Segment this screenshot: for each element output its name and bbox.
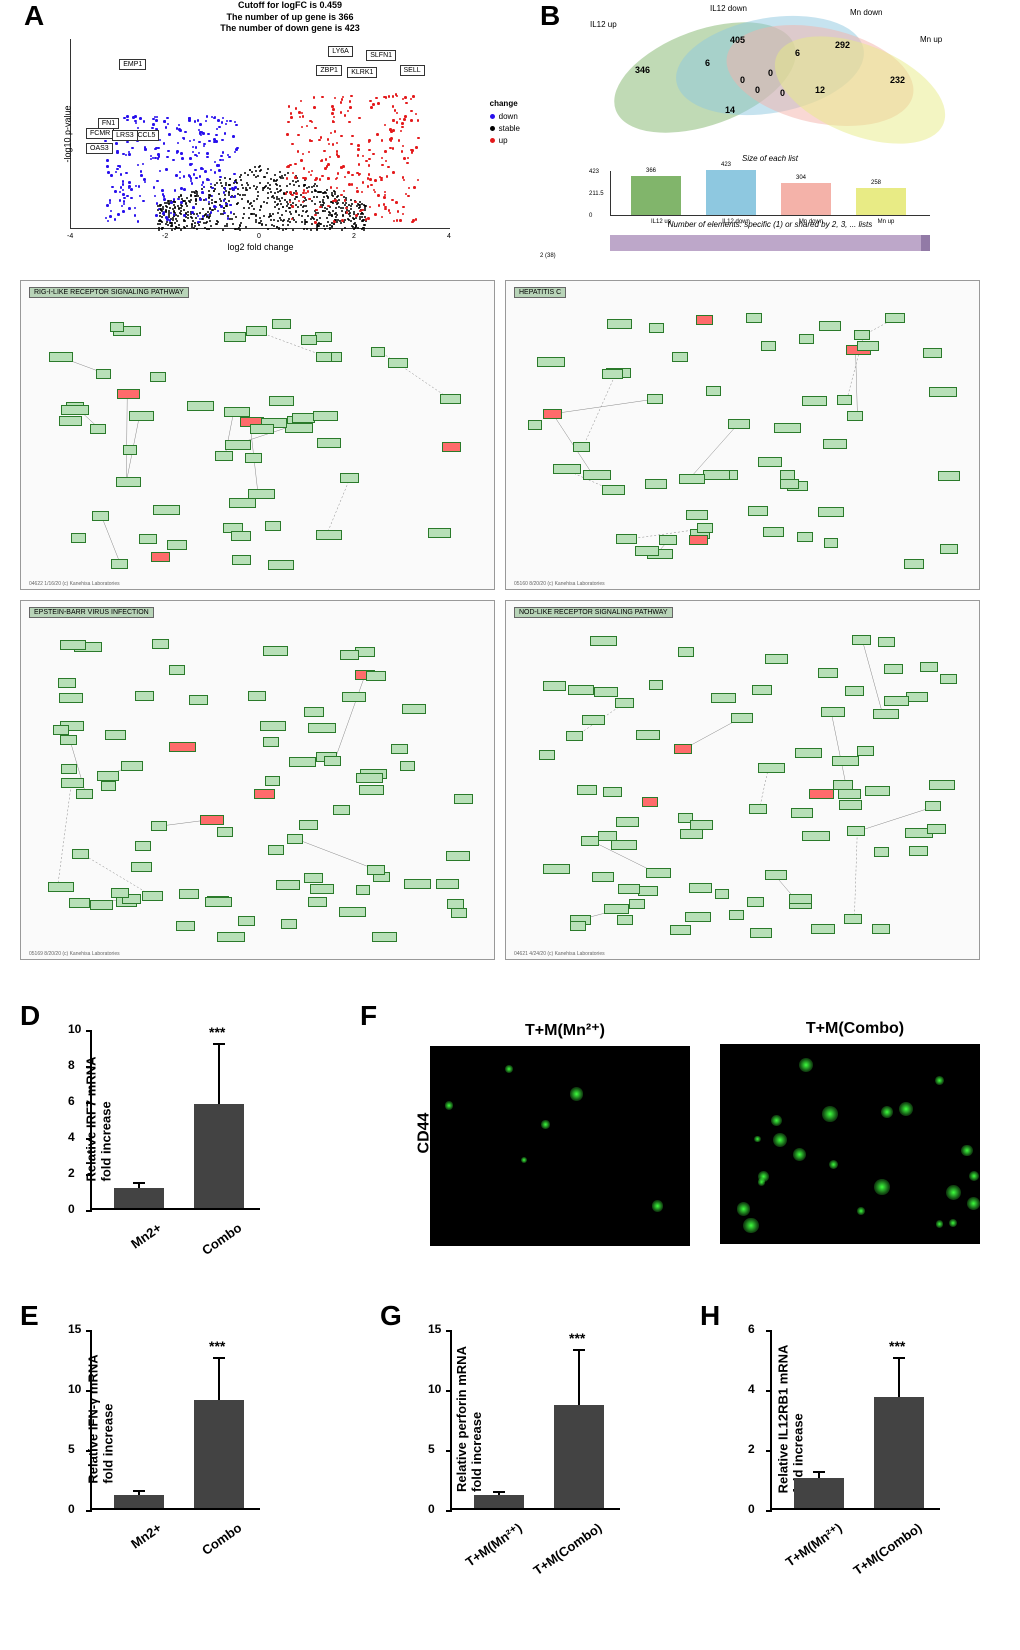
bar-chart-d: 0246810Relative IRF7 mRNAfold increaseMn… [90, 1030, 260, 1210]
legend-dot-down [490, 114, 495, 119]
gene-label: EMP1 [119, 59, 146, 70]
panel-e: 051015Relative IFN-γ mRNAfold increaseMn… [90, 1330, 260, 1510]
specific-bar [610, 235, 930, 251]
volcano-title-line: The number of down gene is 423 [80, 23, 500, 35]
bar-chart-h: 0246Relative IL12RB1 mRNAfold increaseT+… [770, 1330, 940, 1510]
volcano-plot: log2 fold change -log10 p-value change d… [70, 39, 450, 229]
pathway-diagram: HEPATITIS C05160 8/20/20 (c) Kanehisa La… [505, 280, 980, 590]
legend-label: up [499, 136, 508, 145]
gene-label: SELL [400, 65, 425, 76]
panel-d-label: D [20, 1000, 40, 1032]
pathway-diagram: EPSTEIN-BARR VIRUS INFECTION05169 8/20/2… [20, 600, 495, 960]
gene-label: SLFN1 [366, 50, 396, 61]
legend-dot-stable [490, 126, 495, 131]
legend-label: down [499, 112, 518, 121]
venn-diagram: 3464052922326612140000IL12 upIL12 downMn… [580, 10, 960, 150]
panel-h-label: H [700, 1300, 720, 1332]
cd44-label: CD44 [415, 1113, 433, 1154]
volcano-title-line: Cutoff for logFC is 0.459 [80, 0, 500, 12]
microscopy-image [720, 1044, 980, 1244]
microscopy-image [430, 1046, 690, 1246]
gene-label: OAS3 [86, 143, 113, 154]
pathway-diagram: RIG-I-LIKE RECEPTOR SIGNALING PATHWAY046… [20, 280, 495, 590]
panel-c: RIG-I-LIKE RECEPTOR SIGNALING PATHWAY046… [20, 280, 1000, 980]
micro-title-1: T+M(Mn²⁺) [430, 1020, 700, 1040]
bar-chart-g: 051015Relative perforin mRNAfold increas… [450, 1330, 620, 1510]
specific-title: Number of elements: specific (1) or shar… [540, 220, 1000, 229]
panel-g: 051015Relative perforin mRNAfold increas… [450, 1330, 620, 1510]
panel-a: Cutoff for logFC is 0.459 The number of … [20, 0, 500, 250]
panel-d: 0246810Relative IRF7 mRNAfold increaseMn… [90, 1030, 260, 1210]
legend-title: change [490, 99, 520, 108]
pathway-diagram: NOD-LIKE RECEPTOR SIGNALING PATHWAY04621… [505, 600, 980, 960]
panel-f: T+M(Mn²⁺) T+M(Combo) CD44 [430, 1020, 990, 1246]
bar-chart-e: 051015Relative IFN-γ mRNAfold increaseMn… [90, 1330, 260, 1510]
figure-root: A Cutoff for logFC is 0.459 The number o… [0, 0, 1020, 1650]
panel-b: 3464052922326612140000IL12 upIL12 downMn… [540, 0, 1000, 250]
size-title: Size of each list [540, 154, 1000, 163]
volcano-title-line: The number of up gene is 366 [80, 12, 500, 24]
gene-label: LY6A [328, 46, 353, 57]
panel-h: 0246Relative IL12RB1 mRNAfold increaseT+… [770, 1330, 940, 1510]
y-axis-label: -log10 p-value [63, 105, 73, 162]
volcano-legend: change down stable up [490, 99, 520, 148]
panel-e-label: E [20, 1300, 39, 1332]
gene-label: ZBP1 [316, 65, 342, 76]
size-bar-chart: 366IL12 up423IL12 down304Mn down258Mn up… [610, 171, 930, 216]
gene-label: FCMR [86, 128, 114, 139]
legend-label: stable [499, 124, 520, 133]
x-axis-label: log2 fold change [227, 242, 293, 252]
panel-f-label: F [360, 1000, 377, 1032]
panel-g-label: G [380, 1300, 402, 1332]
gene-label: KLRK1 [347, 67, 377, 78]
gene-label: LRS3 [112, 130, 138, 141]
legend-dot-up [490, 138, 495, 143]
micro-title-2: T+M(Combo) [720, 1020, 990, 1038]
